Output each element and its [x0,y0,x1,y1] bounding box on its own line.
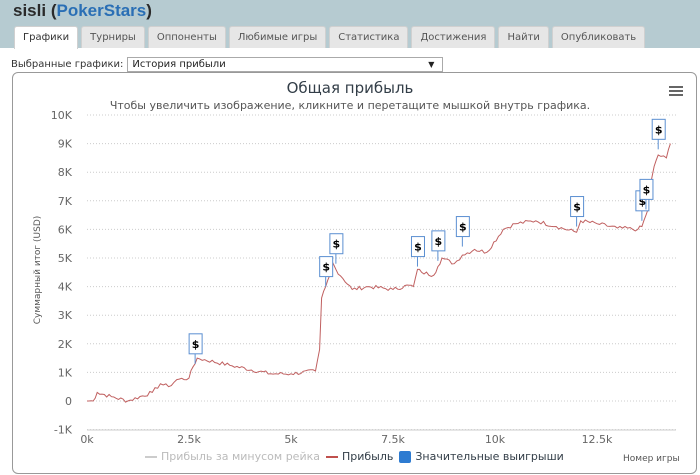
big-win-flag[interactable] [410,236,425,258]
dollar-icon: $ [333,238,341,251]
y-tick-label: 1K [58,366,73,379]
big-win-flag[interactable] [329,233,344,255]
tab-charts[interactable]: Графики [14,26,79,49]
big-win-flag[interactable] [455,216,470,238]
y-tick-label: 10K [51,109,73,122]
big-win-flag[interactable] [570,196,585,218]
chart-select[interactable]: История прибыли ▼ [127,57,444,72]
tab-opponents[interactable]: Оппоненты [147,26,226,48]
tab-publish[interactable]: Опубликовать [551,26,646,48]
x-tick-label: 7.5k [381,433,405,446]
y-tick-label: 5K [58,252,73,265]
y-tick-label: -1K [54,424,73,437]
big-win-flag[interactable] [188,333,203,355]
y-axis-title: Суммарный итог (USD) [33,216,43,325]
x-tick-label: 12.5k [582,433,613,446]
legend-square-icon [399,450,412,463]
y-tick-label: 2K [58,338,73,351]
chart-selector: Выбранные графики: История прибыли ▼ [11,57,444,72]
x-tick-label: 10k [485,433,506,446]
hamburger-menu-icon[interactable] [669,86,683,98]
y-tick-label: 4K [58,281,73,294]
dropdown-arrow-icon: ▼ [428,60,435,69]
dollar-icon: $ [192,338,200,351]
site-link[interactable]: PokerStars [56,1,147,20]
player-name: sisli [13,1,47,20]
dollar-icon: $ [655,123,663,136]
big-win-flag[interactable] [319,256,334,278]
tab-bar: Графики Турниры Оппоненты Любимые игры С… [14,26,646,49]
legend-line-icon [325,455,338,458]
y-tick-label: 9K [58,138,73,151]
chart-subtitle: Чтобы увеличить изображение, кликните и … [109,99,591,112]
dollar-icon: $ [573,201,581,214]
y-tick-label: 3K [58,309,73,322]
legend-line-icon [145,455,157,458]
y-tick-label: 0 [65,395,72,408]
tab-achievements[interactable]: Достижения [411,26,496,48]
dollar-icon: $ [639,195,647,208]
dollar-icon: $ [322,261,330,274]
tab-favorite-games[interactable]: Любимые игры [228,26,327,48]
tab-tournaments[interactable]: Турниры [81,26,145,48]
legend-item-net-profit[interactable]: Прибыль за минусом рейка [145,450,320,463]
y-tick-label: 7K [58,195,73,208]
chart-container[interactable] [12,72,697,474]
chart-legend: Прибыль за минусом рейка Прибыль Значите… [145,450,564,463]
big-win-flag[interactable] [651,118,666,140]
selector-label: Выбранные графики: [11,59,124,70]
x-tick-label: 5k [284,433,298,446]
big-win-flag[interactable] [431,230,446,252]
dollar-icon: $ [459,221,467,234]
x-tick-label: 0k [80,433,94,446]
tab-statistics[interactable]: Статистика [329,26,409,48]
page-title: sisli (PokerStars) [13,1,152,20]
profit-line [87,143,671,403]
dollar-icon: $ [435,235,443,248]
y-tick-label: 8K [58,166,73,179]
select-value: История прибыли [132,59,226,70]
chart-title: Общая прибыль [286,79,414,97]
y-tick-label: 6K [58,223,73,236]
x-axis-title: Номер игры [623,454,680,464]
tab-search[interactable]: Найти [498,26,549,48]
dollar-icon: $ [414,241,422,254]
legend-item-big-wins[interactable]: Значительные выигрыши [399,450,564,463]
legend-item-profit[interactable]: Прибыль [325,450,393,463]
header: sisli (PokerStars) Графики Турниры Оппон… [0,0,700,49]
dollar-icon: $ [643,183,651,196]
big-win-flag[interactable] [639,178,654,200]
x-tick-label: 2.5k [177,433,201,446]
